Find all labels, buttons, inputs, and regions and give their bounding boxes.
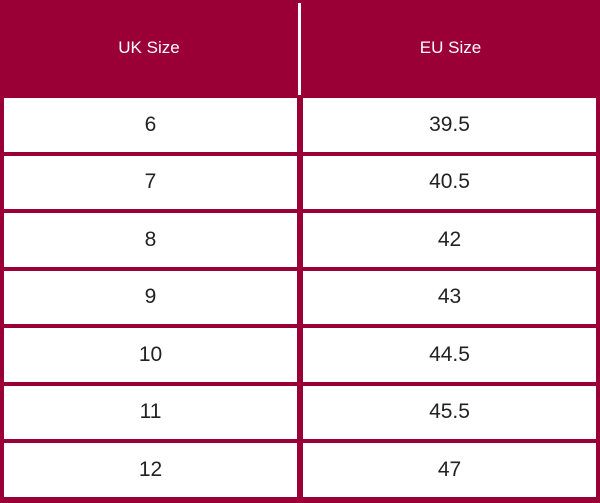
table-cell: 43 — [303, 270, 596, 324]
table-cell: 44.5 — [303, 328, 596, 382]
header-divider — [298, 3, 301, 95]
header-cell: UK Size — [118, 37, 180, 57]
table-cell: 6 — [4, 98, 297, 152]
table-cell: 47 — [303, 443, 596, 497]
table-cell: 42 — [303, 213, 596, 267]
table-cell: 7 — [4, 155, 297, 209]
header-cell: EU Size — [419, 37, 482, 57]
table-cell: 8 — [4, 213, 297, 267]
table-cell: 9 — [4, 270, 297, 324]
table-cell: 12 — [4, 443, 297, 497]
table-cell: 45.5 — [303, 385, 596, 439]
table-cell: 11 — [4, 385, 297, 439]
table-cell: 40.5 — [303, 155, 596, 209]
table-cell: 10 — [4, 328, 297, 382]
table-cell: 39.5 — [303, 98, 596, 152]
